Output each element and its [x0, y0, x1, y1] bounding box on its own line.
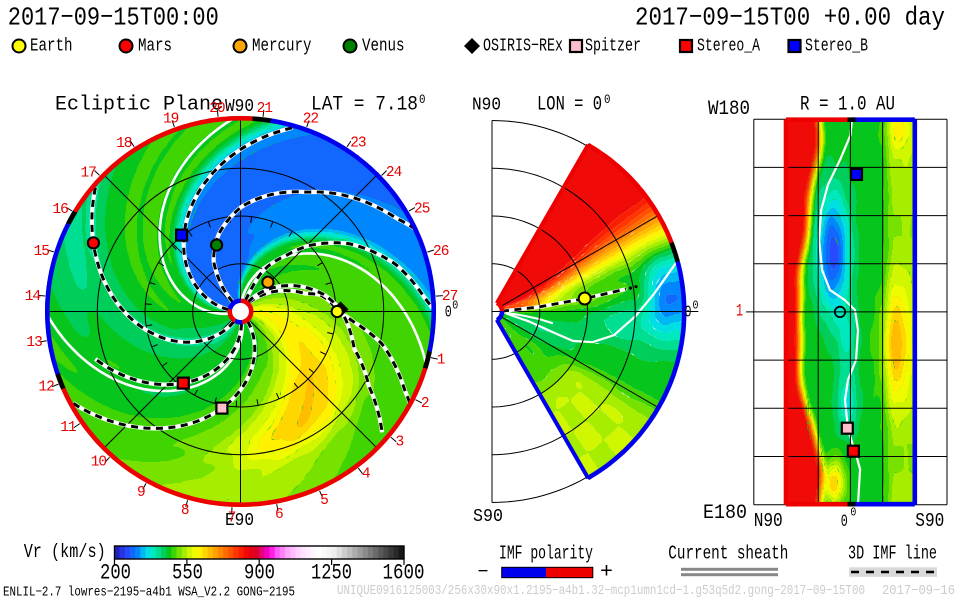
svg-text:19: 19: [163, 112, 179, 128]
svg-text:0: 0: [685, 304, 692, 323]
svg-text:24: 24: [386, 165, 402, 181]
svg-text:−: −: [478, 561, 489, 583]
svg-text:0: 0: [604, 92, 611, 107]
svg-text:26: 26: [433, 244, 449, 260]
svg-text:15: 15: [34, 244, 50, 260]
svg-text:550: 550: [172, 560, 203, 586]
svg-text:22: 22: [303, 112, 319, 128]
svg-text:25: 25: [414, 202, 430, 218]
svg-text:1250: 1250: [311, 560, 352, 586]
svg-text:200: 200: [100, 560, 131, 586]
svg-text:W90: W90: [225, 96, 254, 117]
svg-text:UNIQUE0916125003/256x30x90x1.2: UNIQUE0916125003/256x30x90x1.2195−a4b1.3…: [337, 584, 865, 599]
svg-text:21: 21: [257, 101, 273, 117]
svg-text:2017−09−16: 2017−09−16: [882, 584, 955, 599]
svg-text:N90: N90: [472, 95, 501, 116]
svg-text:11: 11: [60, 420, 76, 436]
svg-text:0: 0: [850, 506, 856, 520]
svg-text:17: 17: [80, 165, 96, 181]
svg-text:2: 2: [421, 396, 429, 412]
svg-text:S90: S90: [473, 506, 503, 527]
svg-text:Current sheath: Current sheath: [668, 542, 788, 564]
svg-text:0: 0: [445, 304, 452, 323]
svg-text:R = 1.0 AU: R = 1.0 AU: [800, 94, 895, 117]
svg-text:2017−09−15T00 +0.00 day: 2017−09−15T00 +0.00 day: [635, 2, 945, 32]
svg-text:13: 13: [26, 335, 42, 351]
svg-text:0: 0: [841, 512, 848, 532]
svg-text:ENLIL−2.7 lowres−2195−a4b1 WSA: ENLIL−2.7 lowres−2195−a4b1 WSA_V2.2 GONG…: [3, 586, 295, 600]
svg-text:12: 12: [38, 380, 54, 396]
svg-text:+: +: [600, 562, 613, 585]
svg-text:E90: E90: [225, 510, 254, 531]
svg-text:Spitzer: Spitzer: [585, 36, 641, 57]
svg-text:4: 4: [362, 466, 370, 482]
svg-text:LAT = 7.18: LAT = 7.18: [311, 94, 418, 117]
svg-text:IMF polarity: IMF polarity: [499, 542, 593, 564]
svg-text:Mercury: Mercury: [252, 36, 312, 57]
svg-text:3D IMF line: 3D IMF line: [848, 542, 937, 564]
svg-text:N90: N90: [754, 510, 783, 532]
svg-text:Earth: Earth: [30, 36, 73, 57]
svg-text:0: 0: [452, 299, 458, 313]
svg-text:23: 23: [350, 135, 366, 151]
svg-text:10: 10: [91, 455, 107, 471]
svg-text:18: 18: [116, 136, 132, 152]
svg-text:E180: E180: [703, 502, 747, 525]
svg-text:20: 20: [209, 101, 225, 117]
svg-text:0: 0: [693, 299, 699, 313]
svg-text:OSIRIS−REx: OSIRIS−REx: [483, 36, 563, 57]
svg-text:S90: S90: [915, 510, 944, 532]
svg-text:Mars: Mars: [138, 36, 172, 57]
svg-text:Stereo_A: Stereo_A: [697, 36, 761, 57]
svg-text:W180: W180: [708, 98, 750, 121]
svg-text:8: 8: [181, 503, 189, 519]
svg-text:Venus: Venus: [362, 36, 405, 57]
svg-text:Stereo_B: Stereo_B: [805, 36, 868, 57]
svg-text:LON = 0: LON = 0: [537, 94, 602, 117]
svg-text:16: 16: [52, 202, 68, 218]
svg-text:Ecliptic Plane: Ecliptic Plane: [55, 93, 223, 116]
svg-text:27: 27: [442, 289, 458, 305]
svg-text:1: 1: [736, 302, 743, 322]
svg-text:2017−09−15T00:00: 2017−09−15T00:00: [8, 2, 219, 32]
svg-text:1600: 1600: [383, 560, 425, 586]
svg-text:3: 3: [396, 435, 404, 451]
svg-text:6: 6: [275, 507, 283, 523]
svg-text:900: 900: [244, 560, 275, 586]
svg-text:1: 1: [437, 353, 445, 369]
svg-text:5: 5: [320, 493, 328, 509]
svg-text:7: 7: [228, 510, 236, 526]
svg-text:9: 9: [137, 485, 145, 501]
svg-text:14: 14: [25, 289, 41, 305]
svg-text:Vr (km/s): Vr (km/s): [24, 541, 106, 563]
svg-text:0: 0: [419, 92, 426, 107]
